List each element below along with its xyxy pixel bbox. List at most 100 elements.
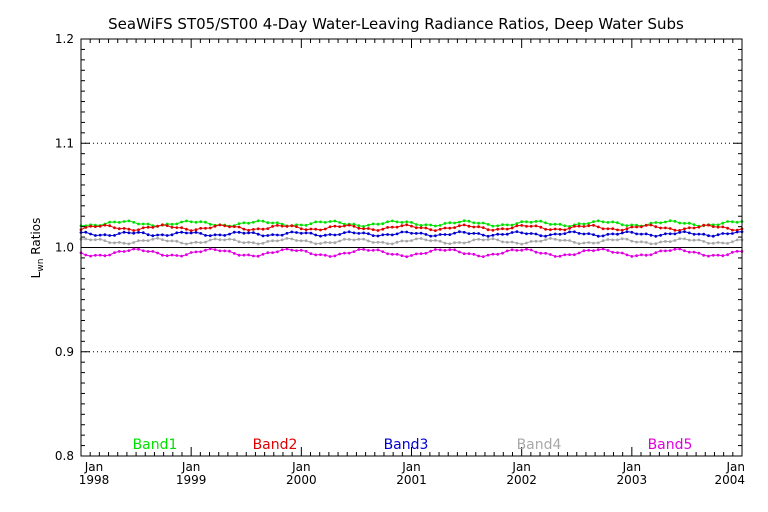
y-tick-label: 1.0 (55, 241, 74, 255)
series-point-band1 (582, 222, 586, 226)
series-point-band2 (486, 228, 490, 232)
series-point-band3 (664, 232, 667, 236)
series-point-band4 (702, 240, 706, 243)
series-point-band2 (573, 224, 576, 228)
series-point-band4 (338, 239, 342, 243)
x-tick-year: 2000 (286, 473, 317, 487)
series-point-band1 (410, 221, 413, 224)
series-point-band2 (309, 227, 313, 231)
series-point-band4 (687, 238, 691, 242)
series-point-band1 (544, 221, 547, 225)
series-point-band2 (438, 227, 442, 231)
series-point-band3 (731, 232, 734, 235)
series-point-band3 (587, 232, 591, 236)
series-point-band4 (515, 241, 519, 245)
series-point-band2 (352, 224, 356, 228)
series-point-band5 (644, 253, 648, 257)
series-point-band2 (424, 226, 428, 230)
series-point-band5 (587, 248, 591, 252)
series-point-band4 (668, 240, 672, 244)
series-point-band5 (707, 254, 710, 258)
series-point-band3 (486, 234, 490, 238)
series-point-band4 (271, 239, 274, 243)
series-point-band2 (702, 223, 706, 227)
series-point-band1 (309, 222, 313, 226)
series-point-band1 (180, 220, 184, 224)
series-point-band4 (510, 240, 514, 244)
series-point-band5 (654, 251, 658, 255)
series-point-band4 (237, 240, 241, 244)
series-point-band3 (213, 233, 217, 237)
series-point-band4 (242, 241, 246, 245)
series-point-band5 (352, 250, 356, 254)
series-point-band4 (573, 241, 576, 244)
series-point-band3 (539, 234, 543, 238)
series-point-band5 (199, 250, 203, 254)
series-point-band1 (687, 221, 691, 225)
series-point-band5 (683, 249, 686, 253)
series-point-band5 (649, 253, 653, 257)
series-point-band5 (314, 253, 318, 257)
y-axis-label-sub: wn (36, 259, 46, 272)
series-point-band5 (400, 254, 404, 257)
series-point-band5 (108, 253, 112, 257)
series-point-band1 (376, 222, 380, 226)
series-point-band5 (577, 251, 581, 255)
series-point-band4 (189, 241, 193, 245)
series-point-band4 (208, 238, 212, 242)
x-tick-year: 2001 (396, 473, 427, 487)
series-point-band2 (640, 225, 643, 229)
series-point-band3 (137, 231, 140, 234)
series-point-band2 (544, 227, 547, 231)
series-point-band2 (113, 226, 116, 230)
series-point-band1 (390, 219, 394, 223)
series-point-band2 (117, 227, 121, 231)
series-point-band1 (683, 221, 686, 225)
series-point-band4 (462, 241, 466, 245)
series-point-band3 (453, 231, 456, 235)
series-point-band1 (252, 220, 255, 224)
series-point-band3 (127, 231, 131, 235)
series-point-band1 (716, 223, 720, 227)
series-point-band2 (726, 226, 729, 230)
series-point-band4 (654, 242, 658, 246)
series-point-band4 (122, 241, 126, 245)
series-point-band2 (256, 227, 260, 231)
series-point-band4 (232, 238, 236, 242)
series-point-band3 (568, 230, 571, 234)
series-point-band5 (668, 249, 672, 253)
series-point-band5 (711, 253, 715, 257)
series-point-band2 (146, 225, 150, 229)
series-point-band2 (151, 226, 155, 229)
series-point-band5 (443, 249, 447, 252)
series-point-band2 (381, 227, 385, 231)
series-point-band4 (113, 241, 116, 245)
series-point-band1 (381, 222, 385, 226)
series-point-band1 (199, 220, 203, 224)
series-point-band4 (601, 239, 605, 243)
series-point-band4 (438, 239, 442, 243)
series-point-band3 (98, 233, 102, 237)
series-point-band1 (194, 220, 198, 224)
series-point-band5 (185, 253, 188, 257)
series-point-band4 (204, 240, 207, 244)
y-tick-label: 1.1 (55, 136, 74, 150)
legend-band3: Band3 (384, 437, 429, 453)
series-point-band5 (539, 251, 543, 255)
series-point-band5 (731, 250, 734, 254)
series-point-band3 (520, 231, 524, 235)
series-point-band1 (558, 222, 562, 226)
series-point-band3 (371, 234, 375, 238)
series-point-band3 (395, 232, 399, 236)
series-point-band2 (338, 225, 342, 229)
series-point-band2 (625, 227, 629, 231)
series-point-band1 (477, 221, 480, 225)
series-point-band5 (726, 253, 729, 257)
series-point-band1 (323, 221, 327, 224)
series-point-band1 (726, 220, 729, 223)
x-tick-month: Jan (181, 460, 201, 474)
series-point-band2 (649, 223, 653, 227)
legend-band5: Band5 (648, 437, 693, 453)
y-tick-label: 0.9 (55, 345, 74, 359)
series-point-band4 (539, 239, 543, 243)
